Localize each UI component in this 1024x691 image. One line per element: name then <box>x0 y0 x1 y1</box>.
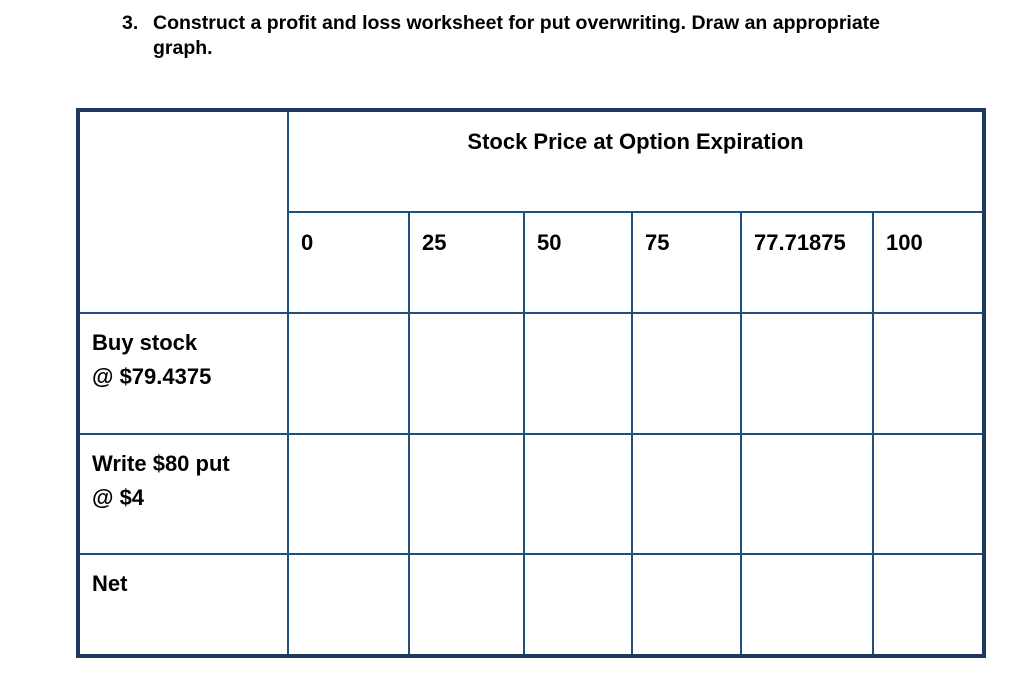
question-text: Construct a profit and loss worksheet fo… <box>153 12 881 59</box>
stock-price-header-label: Stock Price at Option Expiration <box>467 129 804 154</box>
corner-cell <box>77 109 289 314</box>
worksheet-cell[interactable] <box>872 553 985 657</box>
row-label-line2: @ $4 <box>92 485 145 510</box>
profit-loss-worksheet: Stock Price at Option Expiration 0 25 50… <box>76 108 986 658</box>
price-label: 0 <box>301 230 314 255</box>
row-label-text: Write $80 put @ $4 <box>80 435 287 515</box>
worksheet-cell[interactable] <box>408 433 525 555</box>
table-row-buy-stock: Buy stock @ $79.4375 <box>77 312 985 435</box>
row-label-line1: Buy stock <box>92 330 198 355</box>
worksheet-cell[interactable] <box>872 433 985 555</box>
price-label: 75 <box>645 230 670 255</box>
worksheet-cell[interactable] <box>287 433 410 555</box>
worksheet-cell[interactable] <box>287 553 410 657</box>
price-cell: 75 <box>631 211 742 314</box>
worksheet-cell[interactable] <box>740 312 874 435</box>
worksheet-cell[interactable] <box>631 312 742 435</box>
row-label-buy-stock: Buy stock @ $79.4375 <box>77 312 289 435</box>
row-label-line1: Write $80 put <box>92 451 230 476</box>
worksheet-cell[interactable] <box>523 553 633 657</box>
worksheet-cell[interactable] <box>408 553 525 657</box>
worksheet-cell[interactable] <box>631 433 742 555</box>
worksheet-cell[interactable] <box>523 433 633 555</box>
price-label: 50 <box>537 230 562 255</box>
worksheet-cell[interactable] <box>872 312 985 435</box>
price-cell: 0 <box>287 211 410 314</box>
row-label-text: Net <box>80 555 287 601</box>
question-number: 3. <box>122 12 139 34</box>
worksheet-cell[interactable] <box>740 553 874 657</box>
worksheet-cell[interactable] <box>631 553 742 657</box>
price-cell: 50 <box>523 211 633 314</box>
worksheet-cell[interactable] <box>523 312 633 435</box>
row-label-text: Buy stock @ $79.4375 <box>80 314 287 394</box>
price-cell: 100 <box>872 211 985 314</box>
row-label-line1: Net <box>92 571 128 596</box>
row-label-write-put: Write $80 put @ $4 <box>77 433 289 555</box>
price-cell: 25 <box>408 211 525 314</box>
worksheet-cell[interactable] <box>287 312 410 435</box>
worksheet-cell[interactable] <box>740 433 874 555</box>
table-row-net: Net <box>77 553 985 657</box>
row-label-line2: @ $79.4375 <box>92 364 212 389</box>
price-label: 25 <box>422 230 447 255</box>
price-label: 77.71875 <box>754 230 846 255</box>
price-cell: 77.71875 <box>740 211 874 314</box>
price-label: 100 <box>886 230 923 255</box>
table-row-write-put: Write $80 put @ $4 <box>77 433 985 555</box>
question: 3. Construct a profit and loss worksheet… <box>122 11 942 61</box>
row-label-net: Net <box>77 553 289 657</box>
worksheet-cell[interactable] <box>408 312 525 435</box>
stock-price-header: Stock Price at Option Expiration <box>287 109 985 213</box>
